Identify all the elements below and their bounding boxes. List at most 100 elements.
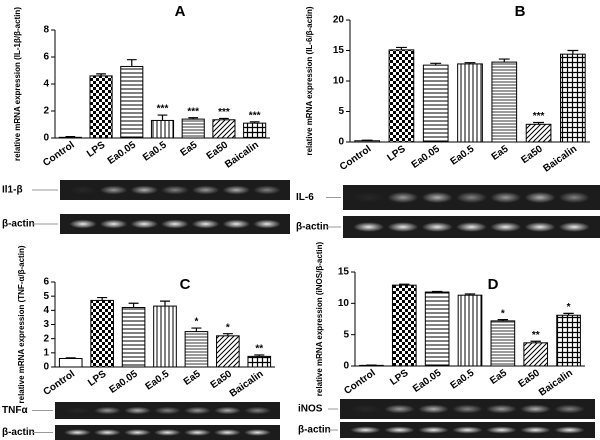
gel-band <box>253 219 281 229</box>
gel-band <box>130 185 159 195</box>
gel-band <box>64 406 91 415</box>
error-bar <box>498 58 510 63</box>
y-tick-label: 2 <box>43 106 49 117</box>
bar <box>490 320 516 367</box>
bar <box>556 314 581 367</box>
gel-band <box>486 404 517 414</box>
gel-band <box>253 185 281 195</box>
y-axis-label: relative mRNA expression (iNOS/β-actin) <box>315 241 324 396</box>
significance-label: *** <box>249 110 261 121</box>
x-tick-label: Control <box>338 143 374 173</box>
gel-band <box>154 406 181 415</box>
bar <box>525 123 552 143</box>
x-tick-label: LPS <box>85 139 108 159</box>
gel-label: β-actin <box>2 427 35 438</box>
x-tick-label: Ea5 <box>182 368 203 387</box>
y-axis-label: relative mRNA expression (IL-1β/β-actin) <box>13 7 22 161</box>
y-axis-label: relative mRNA expression (IL-6/β-actin) <box>305 6 314 155</box>
bar <box>354 140 380 143</box>
bar <box>212 119 236 139</box>
y-tick-label: 0 <box>43 133 49 144</box>
gel-band <box>244 429 271 436</box>
error-bar <box>497 319 509 321</box>
error-bar <box>65 136 76 138</box>
y-tick-label: 0 <box>43 362 49 373</box>
gel-band <box>64 429 91 436</box>
gel-band <box>244 406 271 415</box>
y-tick-label: 4 <box>43 305 49 316</box>
error-bar <box>65 357 76 359</box>
gel-band <box>184 406 211 415</box>
gel-band <box>384 404 415 414</box>
y-tick-label: 5 <box>338 106 344 117</box>
gel-band <box>456 192 487 203</box>
gel-band <box>94 406 121 415</box>
bar <box>491 61 518 143</box>
bar <box>184 331 209 368</box>
bar <box>121 307 146 368</box>
y-axis-label: relative mRNA expression (TNF-α/β-actin) <box>17 245 26 403</box>
error-bar <box>157 114 168 121</box>
bar <box>181 118 205 139</box>
gel-band <box>191 185 220 195</box>
gel-band <box>350 426 381 434</box>
x-tick-label: Ea0.5 <box>449 367 477 391</box>
y-tick-label: 5 <box>343 329 349 340</box>
x-tick-label: Baicalin <box>541 144 579 175</box>
gel-band <box>154 429 181 436</box>
gel-band <box>350 404 381 414</box>
bar <box>89 75 113 139</box>
x-tick-label: Ea0.5 <box>144 368 172 392</box>
x-tick-label: Ea0.05 <box>106 139 139 166</box>
gel-band <box>421 222 453 232</box>
bar <box>523 342 549 367</box>
gel-band <box>99 219 128 229</box>
bar <box>58 358 83 368</box>
significance-label: *** <box>218 107 230 118</box>
y-tick-label: 0 <box>343 361 349 372</box>
gel-label: IL-6 <box>296 192 314 203</box>
error-bar <box>128 302 139 308</box>
gel-band <box>99 185 128 195</box>
x-tick-label: Ea5 <box>488 367 509 386</box>
x-tick-label: Control <box>41 139 77 169</box>
gel-band <box>490 192 522 203</box>
bar <box>153 305 177 368</box>
y-tick-label: 6 <box>43 52 49 63</box>
bar <box>58 136 82 139</box>
bar <box>243 122 267 139</box>
gel-band <box>558 222 590 232</box>
error-bar <box>431 290 443 293</box>
bar <box>560 53 586 143</box>
gel-band <box>94 429 121 436</box>
x-tick-label: Ea5 <box>490 143 511 162</box>
bar <box>90 299 114 368</box>
error-bar <box>126 59 137 67</box>
significance-label: * <box>567 302 571 313</box>
x-tick-label: Baicalin <box>537 368 575 399</box>
y-tick-label: 6 <box>43 277 49 288</box>
error-bar <box>530 340 541 343</box>
gel-band <box>554 426 585 434</box>
significance-label: *** <box>533 111 545 122</box>
x-tick-label: Ea0.05 <box>410 143 443 170</box>
y-tick-label: 15 <box>338 267 350 278</box>
x-tick-label: Ea0.05 <box>411 367 444 394</box>
gel-band <box>524 222 556 232</box>
error-bar <box>222 333 233 336</box>
gel-band <box>69 185 97 195</box>
gel-band <box>184 429 211 436</box>
y-tick-label: 2 <box>43 333 49 344</box>
gel-band <box>124 406 151 415</box>
gel-label: Il1-β <box>2 185 23 196</box>
y-tick-label: 10 <box>338 298 350 309</box>
gel-band <box>490 222 522 232</box>
gel-band <box>418 426 449 434</box>
error-bar <box>249 121 260 124</box>
error-bar <box>188 117 199 120</box>
x-tick-label: Control <box>42 368 78 398</box>
gel-band <box>387 192 419 203</box>
